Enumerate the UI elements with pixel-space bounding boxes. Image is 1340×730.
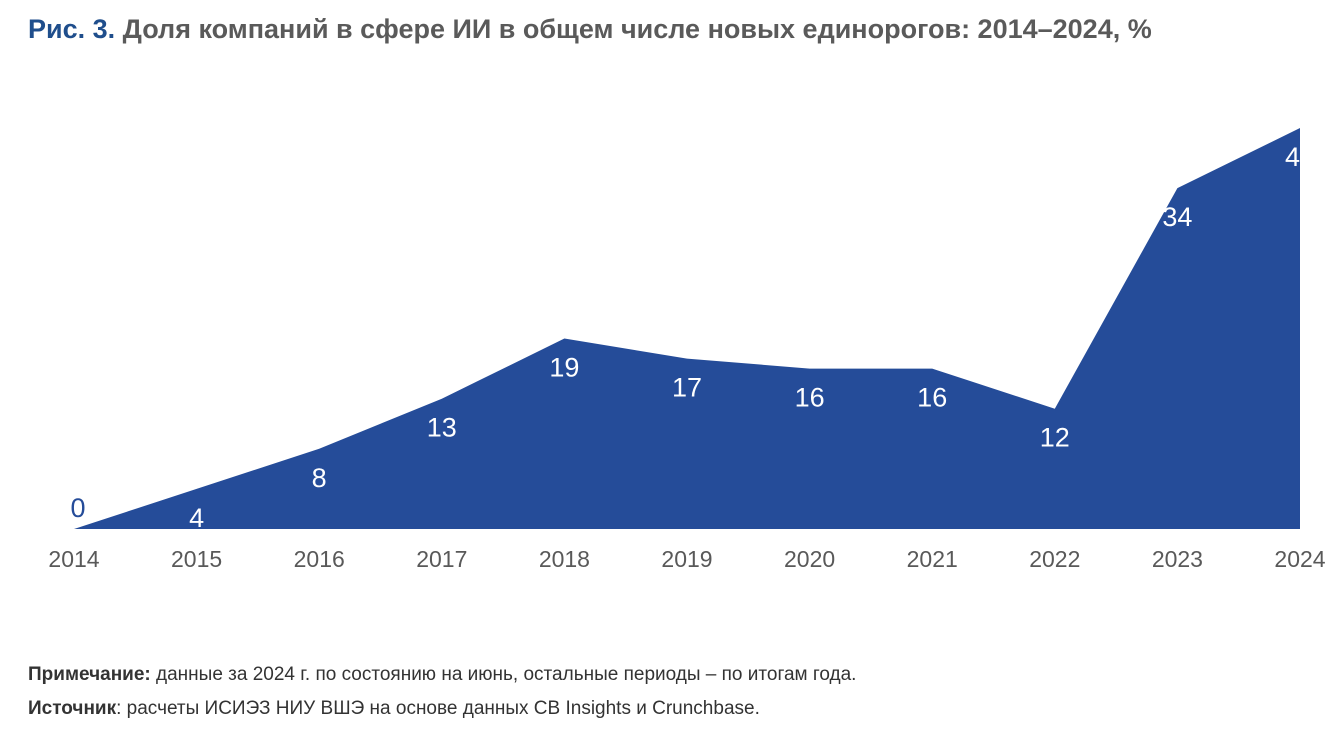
chart-title: Рис. 3. Доля компаний в сфере ИИ в общем… [28,14,1152,45]
source-line: Источник: расчеты ИСИЭЗ НИУ ВШЭ на основ… [28,692,856,726]
source-label: Источник [28,698,117,719]
data-label-2014: 0 [70,493,85,523]
data-label-2023: 34 [1162,202,1192,232]
area-series [74,128,1300,529]
note-line: Примечание: данные за 2024 г. по состоян… [28,658,856,692]
area-chart: 0 4 8 13 19 17 16 16 12 34 40 2014 2015 2016 2017 2018… [48,128,1326,572]
data-label-2022: 12 [1040,423,1070,453]
data-label-2018: 19 [549,353,579,383]
x-tick-2024: 2024 [1274,546,1325,572]
data-label-2019: 17 [672,373,702,403]
note-label: Примечание: [28,664,151,685]
source-text: : расчеты ИСИЭЗ НИУ ВШЭ на основе данных… [116,698,760,719]
x-tick-2021: 2021 [907,546,958,572]
x-tick-2016: 2016 [294,546,345,572]
title-text: Доля компаний в сфере ИИ в общем числе н… [122,14,1152,44]
x-tick-2018: 2018 [539,546,590,572]
x-tick-2014: 2014 [48,546,99,572]
x-tick-2015: 2015 [171,546,222,572]
x-tick-2020: 2020 [784,546,835,572]
x-axis-ticks: 2014 2015 2016 2017 2018 2019 2020 2021 2022 2023… [48,546,1325,572]
data-label-2024: 40 [1285,142,1315,172]
data-label-2021: 16 [917,383,947,413]
chart-notes: Примечание: данные за 2024 г. по состоян… [28,658,856,726]
figure-number: Рис. 3. [28,14,116,44]
data-label-2015: 4 [189,503,204,533]
x-tick-2019: 2019 [661,546,712,572]
data-label-2020: 16 [795,383,825,413]
x-tick-2017: 2017 [416,546,467,572]
x-tick-2023: 2023 [1152,546,1203,572]
data-labels: 0 4 8 13 19 17 16 16 12 34 40 [70,142,1315,533]
data-label-2016: 8 [312,463,327,493]
x-tick-2022: 2022 [1029,546,1080,572]
note-text: данные за 2024 г. по состоянию на июнь, … [150,664,857,685]
data-label-2017: 13 [427,413,457,443]
